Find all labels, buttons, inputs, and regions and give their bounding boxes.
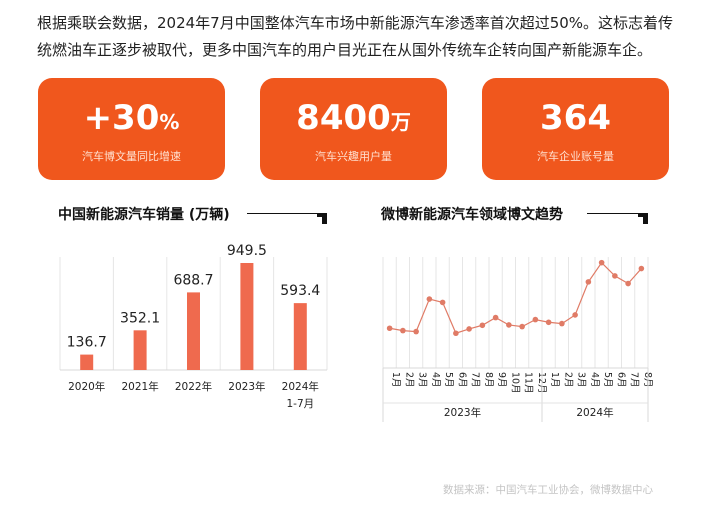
x-tick-label: 2月 xyxy=(562,372,573,388)
data-point xyxy=(638,265,645,272)
bar-value-label: 688.7 xyxy=(173,272,213,288)
x-tick-label: 6月 xyxy=(456,372,467,388)
data-point xyxy=(519,323,525,330)
x-tick-label: 6月 xyxy=(615,372,626,388)
x-tick-label: 8月 xyxy=(483,372,494,388)
stat-label: 汽车企业账号量 xyxy=(537,150,614,163)
title-corner-mark xyxy=(317,213,327,224)
x-tick-label: 5月 xyxy=(602,372,613,388)
x-tick-label: 12月 xyxy=(536,372,547,394)
bar-value-label: 949.5 xyxy=(227,243,267,259)
stat-label: 汽车博文量同比增速 xyxy=(82,150,181,163)
stat-card-interest-users: 8400万 汽车兴趣用户量 xyxy=(260,78,447,180)
x-tick-label: 5月 xyxy=(443,372,454,388)
title-rule xyxy=(247,213,322,214)
x-tick-label: 2021年 xyxy=(121,380,158,393)
x-tick-label: 2023年 xyxy=(228,380,265,393)
x-tick-label: 10月 xyxy=(509,372,520,394)
x-group-label: 2024年 xyxy=(576,406,613,419)
bar xyxy=(133,330,147,370)
x-tick-label: 3月 xyxy=(576,372,587,388)
x-tick-label: 7月 xyxy=(470,372,481,388)
bar xyxy=(80,354,94,370)
bar xyxy=(187,292,200,370)
data-point xyxy=(612,273,618,279)
x-tick-label: 8月 xyxy=(642,372,653,388)
bar xyxy=(293,303,307,370)
stat-unit: % xyxy=(159,110,180,134)
stat-card-post-growth: +30% 汽车博文量同比增速 xyxy=(38,78,225,180)
x-tick-label: 11月 xyxy=(523,372,534,394)
stat-unit: 万 xyxy=(390,110,411,134)
data-point xyxy=(439,299,446,306)
data-point xyxy=(479,322,486,329)
intro-text: 根据乘联会数据，2024年7月中国整体汽车市场中新能源汽车渗透率首次超过50%。… xyxy=(37,14,674,59)
data-point xyxy=(400,327,406,334)
bar-value-label: 352.1 xyxy=(120,310,160,326)
data-point xyxy=(572,312,578,318)
data-source: 数据来源：中国汽车工业协会，微博数据中心 xyxy=(443,484,653,496)
data-point xyxy=(559,320,565,327)
stat-value: +30 xyxy=(83,98,160,138)
x-tick-label: 2020年 xyxy=(68,380,105,393)
data-point xyxy=(625,280,631,287)
x-tick-label: 7月 xyxy=(629,372,640,388)
stat-card-enterprise-accounts: 364 汽车企业账号量 xyxy=(482,78,669,180)
bar-chart-title: 中国新能源汽车销量 (万辆) xyxy=(58,207,230,223)
bar-value-label: 593.4 xyxy=(280,283,320,299)
x-tick-label: 2022年 xyxy=(175,380,212,393)
data-point xyxy=(386,325,393,332)
x-tick-label: 2月 xyxy=(403,372,414,388)
data-point xyxy=(453,330,459,337)
bar-value-label: 136.7 xyxy=(67,335,107,351)
x-tick-label: 4月 xyxy=(589,372,600,388)
title-corner-mark xyxy=(638,213,648,224)
data-point xyxy=(506,322,512,328)
x-tick-label: 4月 xyxy=(430,372,441,388)
data-point xyxy=(545,319,552,326)
data-point xyxy=(492,314,499,321)
data-point xyxy=(466,326,472,332)
data-point xyxy=(598,259,605,266)
x-tick-label: 2024年 xyxy=(282,380,319,393)
x-tick-label: 9月 xyxy=(496,372,507,388)
bar xyxy=(240,263,254,370)
x-tick-label: 1月 xyxy=(549,372,560,388)
title-rule xyxy=(587,213,643,214)
data-point xyxy=(426,296,433,302)
data-point xyxy=(413,328,419,335)
stat-value: 8400 xyxy=(296,98,391,138)
data-point xyxy=(532,316,539,323)
data-point xyxy=(585,279,592,285)
stat-value: 364 xyxy=(540,98,611,138)
x-group-label: 2023年 xyxy=(444,406,481,419)
line-chart-title: 微博新能源汽车领域博文趋势 xyxy=(381,207,563,223)
stat-label: 汽车兴趣用户量 xyxy=(315,150,392,163)
x-tick-label: 1-7月 xyxy=(286,398,314,410)
x-tick-label: 3月 xyxy=(417,372,428,388)
x-tick-label: 1月 xyxy=(390,372,401,388)
